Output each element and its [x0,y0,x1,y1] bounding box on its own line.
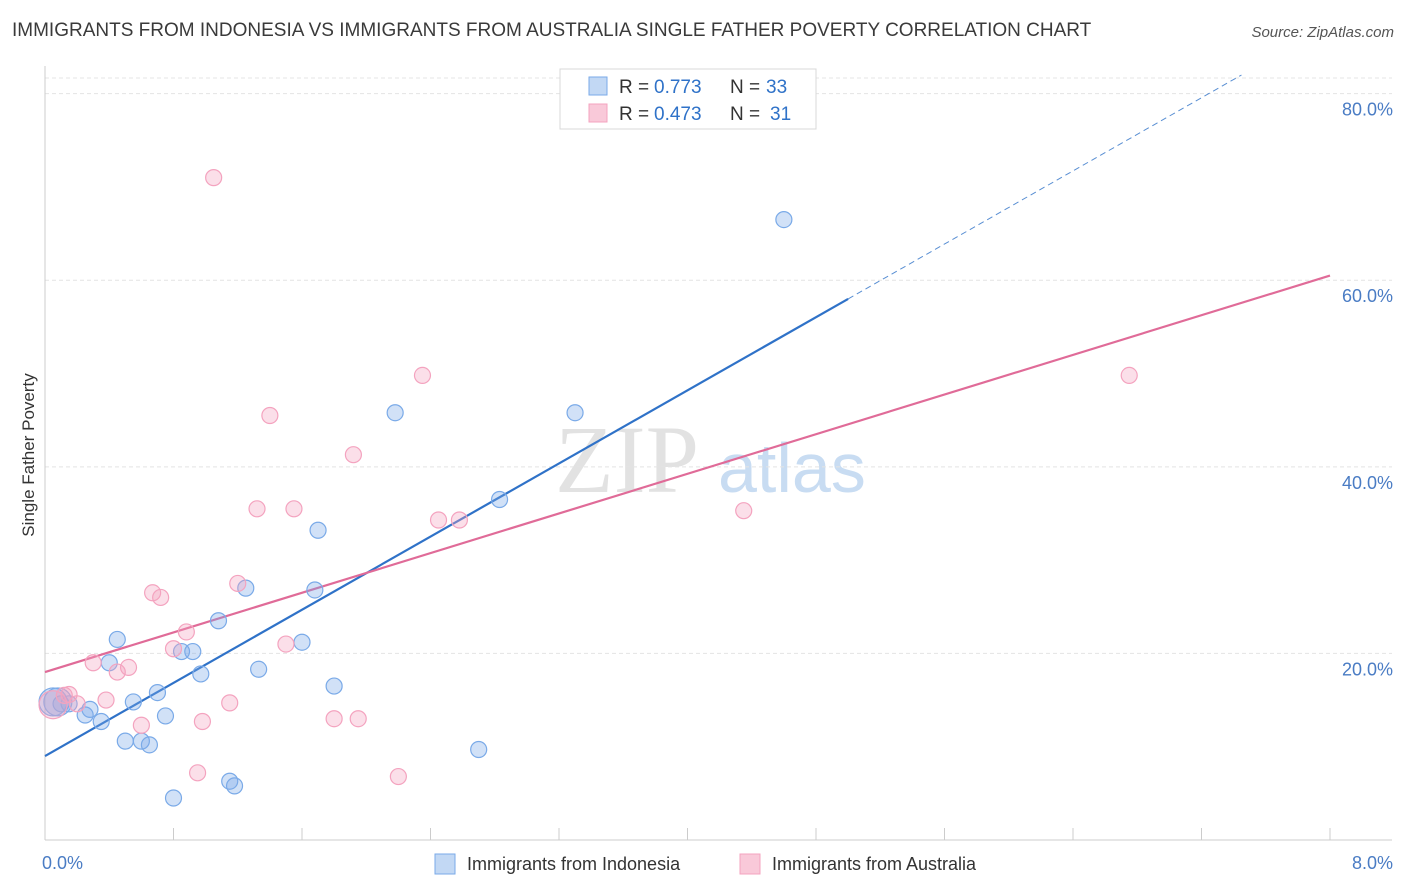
data-point-australia [1120,366,1138,385]
data-point-indonesia [325,677,343,695]
data-point-australia [132,716,150,734]
data-point-australia [277,635,295,653]
data-point-australia [152,588,170,607]
chart-title: IMMIGRANTS FROM INDONESIA VS IMMIGRANTS … [12,20,1092,41]
data-point-australia [97,691,115,709]
data-point-indonesia [490,490,509,509]
bottom-legend-swatch-indonesia [434,853,456,875]
data-point-indonesia [250,660,268,678]
data-point-indonesia [209,612,228,630]
data-point-australia [144,584,162,602]
data-point-australia [164,640,183,658]
x-tick-label: 8.0% [1352,853,1393,873]
data-point-australia [285,500,303,518]
trend-line-1 [44,274,1331,674]
y-axis-label: Single Father Poverty [19,373,38,537]
data-point-australia [193,712,212,731]
y-tick-label: 20.0% [1342,659,1393,679]
legend-n-value-indonesia: 33 [766,77,787,98]
data-point-indonesia [108,630,126,649]
data-point-indonesia [225,777,244,795]
data-point-australia [205,169,223,187]
x-tick-label: 0.0% [42,853,83,873]
legend-r-value-australia: 0.473 [654,104,702,125]
data-point-australia [413,366,432,385]
top-legend: R = 0.773 N = 33 R = 0.473 N = 31 [559,68,817,130]
tick-labels: 20.0% 40.0% 60.0% 80.0% 0.0% 8.0% [42,100,1393,873]
data-point-indonesia [309,521,327,539]
data-point-indonesia [192,665,210,683]
data-point-indonesia [164,789,183,807]
bottom-legend-label-indonesia: Immigrants from Indonesia [467,854,681,874]
data-point-australia [389,767,407,786]
data-point-indonesia [184,642,202,661]
legend-swatch-indonesia [588,76,608,96]
data-point-indonesia [386,404,404,422]
legend-swatch-australia [588,103,608,123]
data-point-australia [38,690,68,720]
data-point-indonesia [124,693,142,711]
data-point-indonesia [293,633,311,651]
data-point-australia [119,658,138,677]
data-point-australia [429,511,448,529]
data-point-indonesia [306,581,324,599]
source-label: Source: ZipAtlas.com [1251,24,1394,41]
legend-n-label-australia: N = [730,104,760,125]
data-point-australia [60,685,78,704]
data-point-australia [84,654,102,672]
data-point-australia [325,710,343,728]
data-point-australia [248,500,266,518]
y-tick-label: 60.0% [1342,286,1393,306]
data-point-australia [229,574,247,593]
y-tick-label: 80.0% [1342,100,1393,120]
legend-r-value-indonesia: 0.773 [654,77,702,98]
data-point-indonesia [566,404,584,422]
y-tick-label: 40.0% [1342,473,1393,493]
data-point-australia [344,446,362,464]
trend-lines [44,74,1331,757]
data-point-australia [188,764,207,782]
data-point-indonesia [156,707,175,725]
data-point-indonesia [775,211,793,229]
data-point-australia [177,623,195,641]
legend-n-value-australia: 31 [770,104,791,125]
legend-r-label-australia: R = [619,104,649,125]
data-point-indonesia [140,736,159,754]
data-point-australia [735,502,753,520]
data-points [38,169,1138,807]
data-point-indonesia [92,712,110,731]
data-point-australia [221,694,239,712]
bottom-legend-swatch-australia [739,853,761,875]
data-point-australia [349,710,367,728]
data-point-indonesia [470,740,488,759]
legend-n-label-indonesia: N = [730,77,760,98]
data-point-indonesia [237,579,255,597]
watermark-zip: ZIP [555,406,699,513]
data-point-australia [261,406,279,425]
data-point-indonesia [116,732,134,750]
data-point-australia [450,511,469,529]
data-point-australia [108,663,126,681]
data-point-indonesia [148,683,167,702]
legend-r-label-indonesia: R = [619,77,649,98]
trend-line-extension-0 [847,74,1242,300]
bottom-legend-label-australia: Immigrants from Australia [772,854,977,874]
bottom-legend: Immigrants from Indonesia Immigrants fro… [434,853,977,875]
axes [44,66,1392,841]
data-point-indonesia [221,772,239,790]
grid-lines [45,77,1392,654]
trend-line-0 [44,297,849,757]
